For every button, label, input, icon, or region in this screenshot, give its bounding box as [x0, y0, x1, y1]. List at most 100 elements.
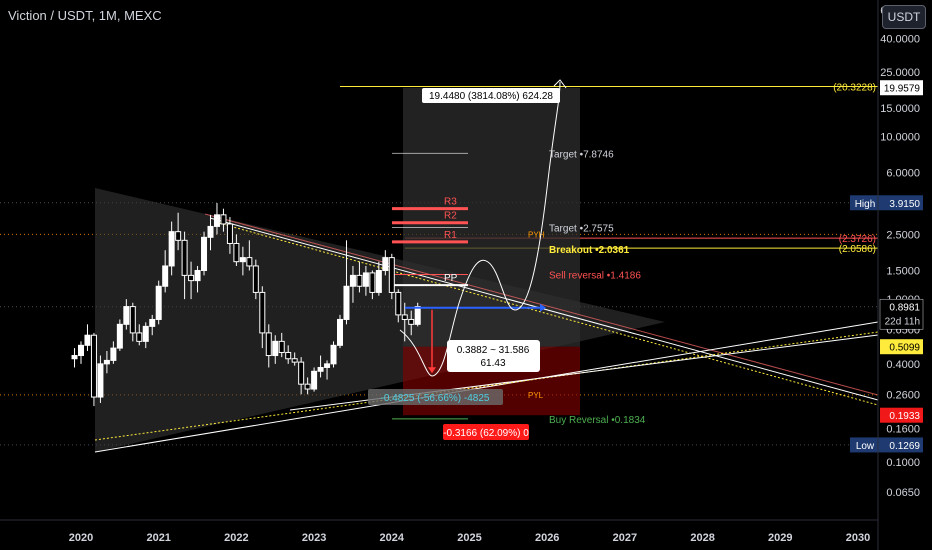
red-drop-arrowhead [428, 367, 436, 374]
pivot-label-pp: PP [444, 273, 458, 284]
measure-box-green-text: -0.4825 (-56.66%) -4825 [381, 393, 490, 404]
candle-body [382, 257, 389, 272]
candle-body [304, 383, 311, 390]
candle-body [226, 223, 233, 244]
price-tag-bg [880, 339, 923, 355]
candle-body [213, 214, 220, 227]
measure-box-green [368, 389, 503, 405]
candles [71, 203, 421, 407]
candle-body [401, 314, 408, 320]
level-label: Sell reversal •1.4186 [549, 270, 641, 281]
price-tag-bg [880, 407, 923, 423]
price-tag-bg [879, 298, 924, 330]
candle-body [181, 239, 188, 276]
level-label: Target •7.8746 [549, 149, 614, 160]
support-trendline [94, 321, 879, 453]
candle-body [97, 363, 104, 398]
level-label: Breakout •2.0361 [549, 245, 630, 256]
candle-body [272, 340, 279, 357]
candle-body [162, 265, 169, 287]
candle-body [220, 214, 227, 225]
price-tag-bg [880, 195, 923, 211]
candle-body [324, 363, 331, 368]
pivot-label-pyl: PYL [528, 391, 544, 400]
projection-box-upper [403, 87, 580, 347]
y-axis-tick: 0.1600 [886, 424, 920, 436]
price-tag-name-bg [850, 195, 880, 211]
price-tag-countdown: 22d 11h [885, 317, 920, 328]
measure-box-mid [447, 340, 540, 372]
candle-body [84, 334, 91, 346]
measure-box-mid-line2: 61.43 [480, 358, 505, 369]
x-axis-tick: 2024 [380, 532, 405, 544]
y-axis-tick: 0.4000 [886, 359, 920, 371]
price-tag: 0.1933 [880, 407, 923, 423]
currency-button[interactable]: USDT [882, 5, 926, 29]
candle-body [129, 306, 136, 334]
price-tag: High 3.9150 [850, 195, 923, 211]
candle-body [116, 323, 123, 349]
price-tag-value: 0.1269 [889, 441, 920, 452]
candle-body [90, 334, 97, 398]
candle-body [168, 231, 175, 267]
resistance-trendline-3 [214, 221, 879, 406]
measure-box-red-text: -0.3166 (62.09%) 0 [443, 428, 529, 439]
measure-box-mid-line1: 0.3882 ~ 31.586 [457, 345, 530, 356]
y-axis-tick: 15.0000 [880, 103, 920, 115]
pivot-label-r3: R3 [444, 197, 457, 208]
x-axis-tick: 2021 [146, 532, 170, 544]
x-axis-tick: 2020 [69, 532, 93, 544]
x-axis-tick: 2022 [224, 532, 248, 544]
price-tag-value: 0.5099 [889, 343, 920, 354]
pivot-label-r2: R2 [444, 211, 457, 222]
candle-body [123, 306, 130, 325]
price-tag-bg [880, 80, 923, 96]
candle-body [194, 270, 201, 282]
y-axis-tick: 1.5000 [886, 266, 920, 278]
candle-body [317, 366, 324, 372]
y-axis-tick: 2.5000 [886, 229, 920, 241]
candle-body [142, 325, 149, 342]
y-axis-tick: 0.0650 [886, 487, 920, 499]
price-tag: Low 0.1269 [850, 437, 923, 453]
price-tag-name-bg [850, 437, 880, 453]
candle-body [356, 274, 363, 287]
x-axis-tick: 2029 [768, 532, 792, 544]
price-tag-value: 3.9150 [889, 199, 920, 210]
candle-body [408, 318, 415, 325]
candle-body [330, 344, 337, 365]
projection-path [399, 81, 561, 377]
y-axis-tick: 10.0000 [880, 132, 920, 144]
candle-body [343, 285, 350, 320]
candle-body [103, 359, 110, 365]
y-axis-tick: 25.0000 [880, 67, 920, 79]
pivot-label-r1: R1 [444, 230, 457, 241]
candle-body [278, 340, 285, 353]
price-tag: 19.9579 [880, 80, 923, 96]
resistance-trendline [204, 213, 879, 396]
y-axis-tick: 6.0000 [886, 168, 920, 180]
x-axis-tick: 2027 [613, 532, 637, 544]
candle-body [246, 257, 253, 267]
candle-body [337, 318, 343, 346]
candle-body [414, 306, 421, 325]
candle-body [375, 270, 382, 293]
price-tag-value: 19.9579 [884, 84, 921, 95]
candle-body [207, 225, 214, 238]
candle-body [149, 318, 156, 327]
candle-body [71, 355, 78, 360]
candle-body [252, 265, 259, 293]
candle-body [110, 347, 117, 361]
measure-box-red [443, 424, 529, 440]
x-axis-tick: 2023 [302, 532, 326, 544]
candle-body [362, 272, 369, 287]
y-axis-tick: 0.1000 [886, 457, 920, 469]
projection-arrow [553, 79, 567, 89]
price-tag: 0.5099 [880, 339, 923, 355]
candle-body [155, 285, 162, 320]
price-tag-name: High [855, 199, 876, 210]
candle-body [311, 370, 318, 390]
candle-body [233, 242, 240, 263]
candle-body [395, 291, 402, 316]
